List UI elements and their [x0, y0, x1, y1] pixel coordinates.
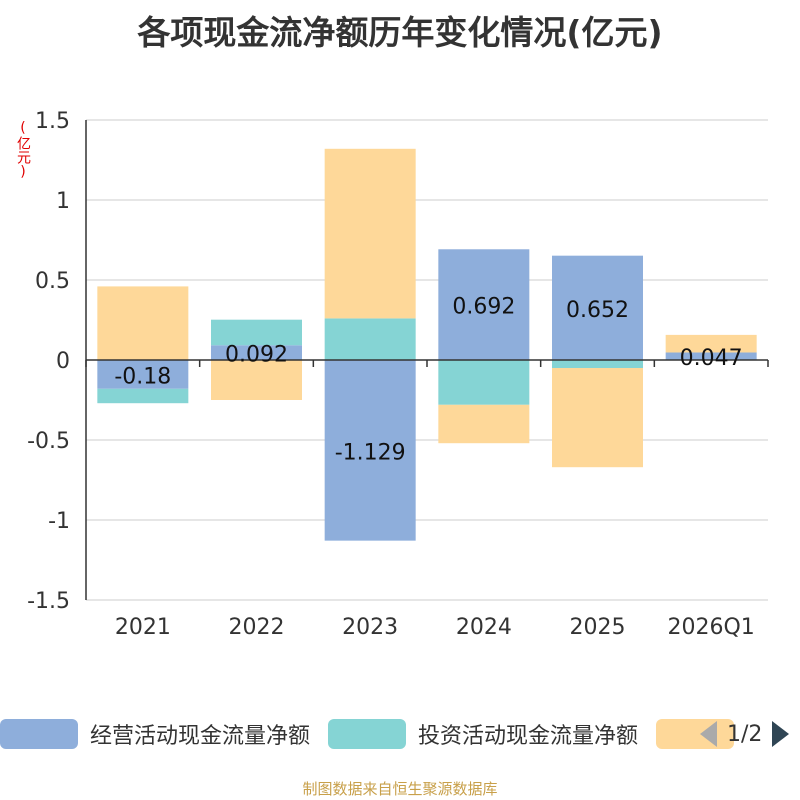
legend-item-financing[interactable] — [656, 719, 746, 749]
bar-series0-2022 — [211, 345, 302, 360]
y-axis-unit-label: (亿元) — [15, 120, 31, 180]
legend-label-investing: 投资活动现金流量净额 — [418, 724, 639, 749]
bar-series0-2023 — [324, 360, 416, 541]
y-tick-label: -1 — [48, 509, 70, 534]
bar-series2-2023 — [324, 148, 416, 319]
data-label: 0.652 — [566, 298, 629, 323]
legend-prev-page-icon[interactable] — [700, 721, 717, 747]
y-tick-label: 0 — [56, 349, 70, 374]
x-tick-label: 2022 — [229, 615, 285, 640]
bar-series2-2025 — [552, 368, 643, 468]
bar-series0-2021 — [97, 360, 189, 389]
data-label: 0.047 — [680, 346, 743, 371]
y-tick-label: -1.5 — [27, 589, 70, 614]
x-tick-label: 2025 — [570, 615, 626, 640]
bar-series1-2021 — [97, 388, 189, 404]
chart-title: 各项现金流净额历年变化情况(亿元) — [137, 13, 663, 52]
legend: 经营活动现金流量净额 投资活动现金流量净额 1/2 — [0, 716, 800, 752]
x-tick-label: 2026Q1 — [668, 615, 755, 640]
bar-series1-2024 — [438, 360, 530, 405]
chart-plot-area: 1.5 1 0.5 0 -0.5 -1 -1.5 2021 2022 2023 2024 2025 20… — [27, 109, 769, 640]
y-tick-label: 0.5 — [35, 269, 70, 294]
y-tick-label: 1.5 — [35, 109, 70, 134]
legend-swatch-operating — [0, 719, 78, 749]
bar-series2-2021 — [97, 286, 189, 360]
bar-series2-2022 — [211, 360, 302, 400]
legend-pager: 1/2 — [700, 716, 790, 752]
x-tick-label: 2023 — [342, 615, 398, 640]
x-tick-label: 2024 — [456, 615, 512, 640]
bar-series2-2026Q1 — [665, 334, 757, 353]
legend-swatch-investing — [328, 719, 407, 749]
legend-swatch-financing — [656, 719, 735, 749]
legend-page-indicator: 1/2 — [727, 721, 763, 747]
legend-next-page-icon[interactable] — [772, 721, 790, 747]
source-footer: 制图数据来自恒生聚源数据库 — [302, 780, 498, 798]
data-label: 0.692 — [452, 295, 515, 320]
bar-series1-2022 — [211, 319, 302, 346]
bar-series0-2025 — [552, 255, 643, 360]
bar-series0-2024 — [438, 249, 530, 360]
data-label: -1.129 — [335, 440, 406, 465]
legend-item-operating[interactable]: 经营活动现金流量净额 — [0, 718, 310, 750]
legend-item-investing[interactable]: 投资活动现金流量净额 — [328, 718, 638, 750]
bar-series2-2024 — [438, 404, 530, 444]
y-tick-label: 1 — [56, 189, 70, 214]
bar-series0-2026Q1 — [665, 352, 757, 360]
data-label: -0.18 — [114, 364, 171, 389]
data-label: 0.092 — [225, 343, 288, 368]
legend-label-operating: 经营活动现金流量净额 — [90, 724, 311, 749]
y-tick-label: -0.5 — [27, 429, 70, 454]
bar-series1-2025 — [552, 360, 643, 368]
bar-series1-2023 — [324, 318, 416, 360]
x-tick-label: 2021 — [115, 615, 171, 640]
